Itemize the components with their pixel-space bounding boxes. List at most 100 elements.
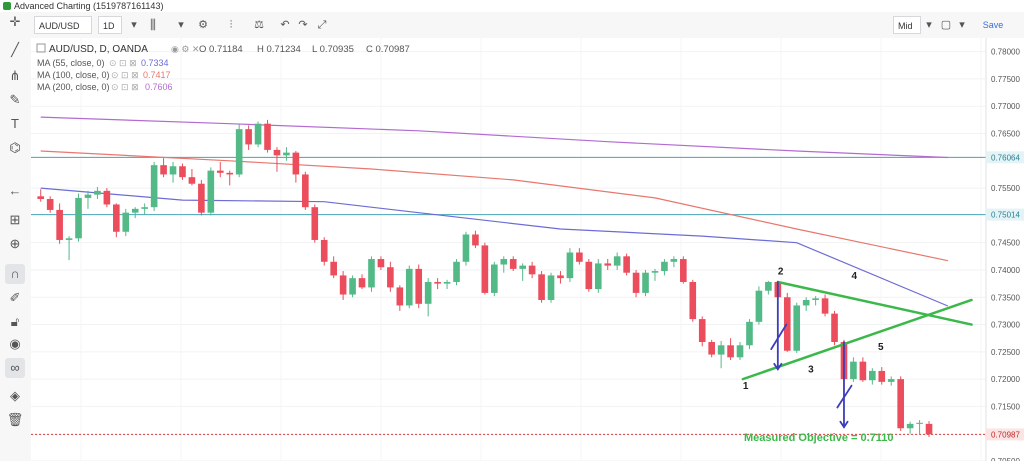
- pattern-icon[interactable]: ⌬: [9, 140, 21, 155]
- candle-down: [103, 190, 111, 205]
- candle-up: [405, 268, 413, 306]
- wave-label: 2: [778, 266, 784, 277]
- text-icon[interactable]: T: [11, 116, 19, 131]
- wave-label: 3: [808, 365, 814, 376]
- indicators-icon[interactable]: ⫶: [229, 19, 233, 31]
- price-tick-label: 0.72500: [991, 348, 1020, 357]
- candle-down: [727, 345, 734, 358]
- chevron-down-icon[interactable]: ▾: [959, 19, 965, 31]
- candle-up: [424, 281, 432, 304]
- redo-icon[interactable]: ↷: [298, 19, 308, 31]
- candle-down: [113, 204, 120, 232]
- measured-objective-label: Measured Objective = 0.7110: [744, 432, 894, 444]
- price-tick-label: 0.70500: [991, 457, 1020, 461]
- price-chart[interactable]: 1 2 3 4 5 Measured Objective = 0.7110 0.78000…: [31, 38, 1024, 461]
- price-tick-label: 0.73500: [991, 293, 1020, 302]
- interval-text: 1D: [103, 21, 115, 31]
- undo-icon[interactable]: ↶: [280, 19, 290, 31]
- candle-down: [46, 199, 54, 210]
- candle-up: [765, 281, 772, 291]
- candle-down: [632, 272, 640, 293]
- candle-down: [339, 275, 347, 295]
- candle-down: [783, 297, 791, 351]
- wave-label: 1: [743, 381, 749, 392]
- candle-up: [169, 166, 177, 175]
- candle-up: [869, 370, 876, 381]
- bar-style-icon[interactable]: ⫼: [150, 17, 156, 32]
- zoom-icon[interactable]: ⊕: [9, 236, 21, 251]
- chevron-down-icon[interactable]: ▾: [131, 19, 137, 31]
- back-arrow-icon[interactable]: ←: [8, 183, 22, 198]
- brush-icon[interactable]: ✎: [9, 92, 21, 107]
- candle-down: [320, 239, 328, 262]
- interval-select[interactable]: 1D: [98, 16, 122, 34]
- candle-down: [538, 274, 545, 300]
- candle-up: [651, 271, 659, 273]
- fullscreen-icon[interactable]: ⤢: [317, 19, 327, 31]
- candle-up: [235, 129, 243, 175]
- ma100-controls-icon[interactable]: ⊙ ⊡ ⊠: [111, 70, 139, 80]
- ma55-controls-icon[interactable]: ⊙ ⊡ ⊠: [109, 58, 137, 68]
- ma200-value: 0.7606: [145, 82, 173, 92]
- measure-icon[interactable]: ⊞: [9, 212, 21, 227]
- candle-down: [680, 259, 687, 282]
- save-button[interactable]: Save: [968, 16, 1018, 34]
- ohlc-open: O 0.71184: [199, 44, 243, 55]
- ma100-line: [40, 150, 949, 262]
- moving-averages: [40, 116, 949, 307]
- candle-down: [689, 281, 697, 320]
- ma55-line: [40, 187, 949, 307]
- candle-down: [216, 170, 224, 173]
- candle-down: [387, 267, 394, 288]
- candle-up: [547, 275, 555, 300]
- candle-up: [850, 361, 857, 380]
- layers-icon[interactable]: ◈: [10, 388, 20, 403]
- link-icon[interactable]: ∞: [5, 358, 25, 378]
- ohlc-high: H 0.71234: [257, 44, 301, 55]
- collapse-icon[interactable]: [36, 43, 46, 53]
- drawing-toolbar: ✛ ╱ ⋔ ✎ T ⌬ ← ⊞ ⊕ ∩ ✐ 🔓︎ ◉ ∞ ◈ 🗑︎: [0, 14, 32, 461]
- trash-icon[interactable]: 🗑︎: [6, 412, 24, 427]
- price-type-select[interactable]: Mid: [893, 16, 921, 34]
- candle-down: [415, 268, 423, 304]
- symbol-line: AUD/USD, D, OANDA: [49, 44, 148, 55]
- app-icon: [3, 2, 11, 10]
- lock-draw-icon[interactable]: ✐: [9, 290, 21, 305]
- horizontal-lines: [31, 156, 986, 435]
- candle-up: [491, 264, 498, 293]
- unlock-icon[interactable]: 🔓︎: [10, 314, 20, 329]
- candle-up: [207, 170, 215, 213]
- candle-up: [519, 265, 526, 269]
- price-tick-label: 0.74500: [991, 239, 1020, 248]
- price-tick-label: 0.76064: [991, 153, 1020, 162]
- magnet-icon[interactable]: ∩: [5, 264, 25, 284]
- eye-icon[interactable]: ◉: [9, 336, 21, 351]
- fork-icon[interactable]: ⋔: [9, 68, 21, 83]
- candle-up: [84, 194, 92, 198]
- candle-down: [264, 123, 271, 150]
- crosshair-icon[interactable]: ✛: [9, 14, 21, 29]
- color-square-icon[interactable]: ▢: [940, 19, 952, 31]
- chevron-down-icon[interactable]: ▾: [178, 19, 184, 31]
- price-type-text: Mid: [898, 21, 913, 31]
- price-axis-background: [986, 38, 1024, 461]
- price-label-background: [986, 428, 1024, 441]
- ma100-value: 0.7417: [143, 70, 171, 80]
- candle-down: [557, 275, 564, 279]
- symbol-search[interactable]: AUD/USD: [34, 16, 92, 34]
- settings-icon[interactable]: ⚙: [198, 19, 208, 31]
- candle-down: [37, 196, 45, 200]
- candle-down: [698, 319, 706, 343]
- chevron-down-icon[interactable]: ▾: [926, 19, 932, 31]
- candle-down: [330, 261, 337, 276]
- wave-label: 4: [852, 271, 858, 282]
- trend-line-icon[interactable]: ╱: [11, 42, 19, 57]
- eye-icon[interactable]: ◉ ⚙ ✕: [171, 44, 199, 54]
- candle-up: [916, 422, 923, 424]
- compare-icon[interactable]: ⚖: [254, 19, 264, 31]
- candle-down: [396, 287, 404, 306]
- candle-up: [670, 259, 678, 262]
- candle-down: [179, 166, 186, 178]
- price-tick-label: 0.74000: [991, 266, 1020, 275]
- ma200-controls-icon[interactable]: ⊙ ⊡ ⊠: [111, 82, 139, 92]
